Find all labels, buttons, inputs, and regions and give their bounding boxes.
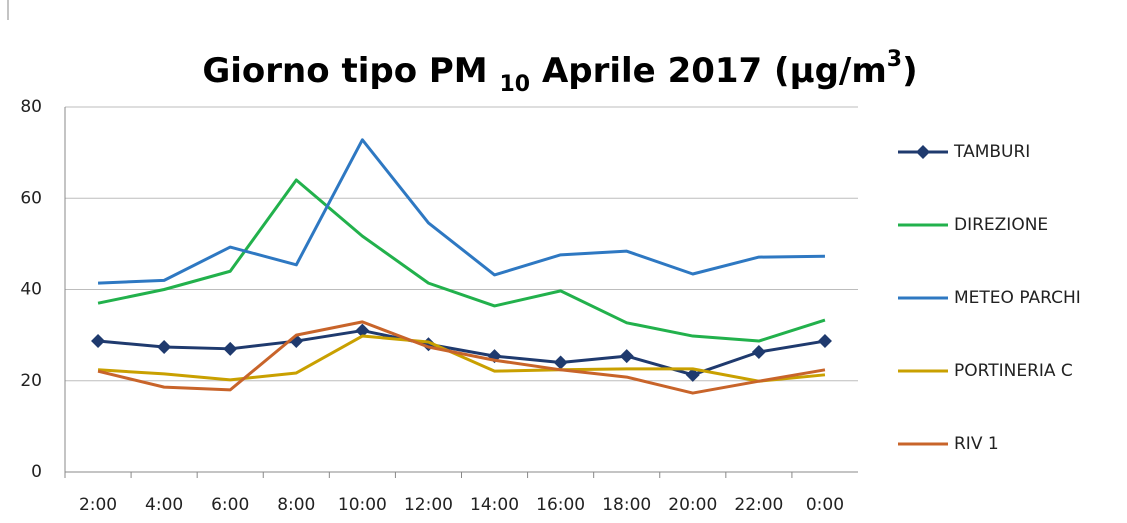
marker [685, 367, 700, 382]
x-tick-label: 16:00 [536, 495, 585, 515]
marker [91, 334, 106, 349]
legend-label: TAMBURI [953, 142, 1030, 162]
series-line [97, 178, 826, 343]
series-line [97, 320, 826, 395]
x-tick-label: 8:00 [277, 495, 315, 515]
x-tick-label: 6:00 [211, 495, 249, 515]
x-tick-label: 22:00 [734, 495, 783, 515]
marker [355, 323, 370, 338]
legend-label: RIV 1 [954, 434, 999, 454]
title-part: 3 [887, 47, 902, 72]
x-tick-label: 12:00 [404, 495, 453, 515]
title-part: ) [902, 51, 918, 91]
title-part: 10 [499, 72, 530, 97]
x-tick-label: 10:00 [338, 495, 387, 515]
y-tick-label: 0 [31, 462, 42, 482]
legend-label: PORTINERIA C [954, 361, 1073, 381]
x-tick-label: 14:00 [470, 495, 519, 515]
series-line [97, 334, 826, 383]
chart-title: Giorno tipo PM 10 Aprile 2017 (µg/m3) [202, 47, 917, 97]
legend-label: METEO PARCHI [954, 288, 1081, 308]
marker [817, 334, 832, 349]
marker [619, 349, 634, 364]
x-tick-label: 18:00 [602, 495, 651, 515]
legend-marker [916, 145, 930, 159]
title-part: Aprile 2017 (µg/m [530, 51, 887, 91]
legend-label: DIREZIONE [954, 215, 1048, 235]
y-tick-label: 80 [20, 97, 42, 117]
marker [751, 345, 766, 360]
y-tick-label: 40 [20, 280, 42, 300]
title-part: Giorno tipo PM [202, 51, 499, 91]
x-tick-label: 20:00 [668, 495, 717, 515]
y-tick-label: 20 [20, 371, 42, 391]
marker [157, 339, 172, 354]
x-tick-label: 0:00 [806, 495, 844, 515]
x-tick-label: 4:00 [145, 495, 183, 515]
marker [223, 341, 238, 356]
y-tick-label: 60 [20, 188, 42, 208]
x-tick-label: 2:00 [79, 495, 117, 515]
marker [553, 355, 568, 370]
series-line [97, 138, 825, 285]
